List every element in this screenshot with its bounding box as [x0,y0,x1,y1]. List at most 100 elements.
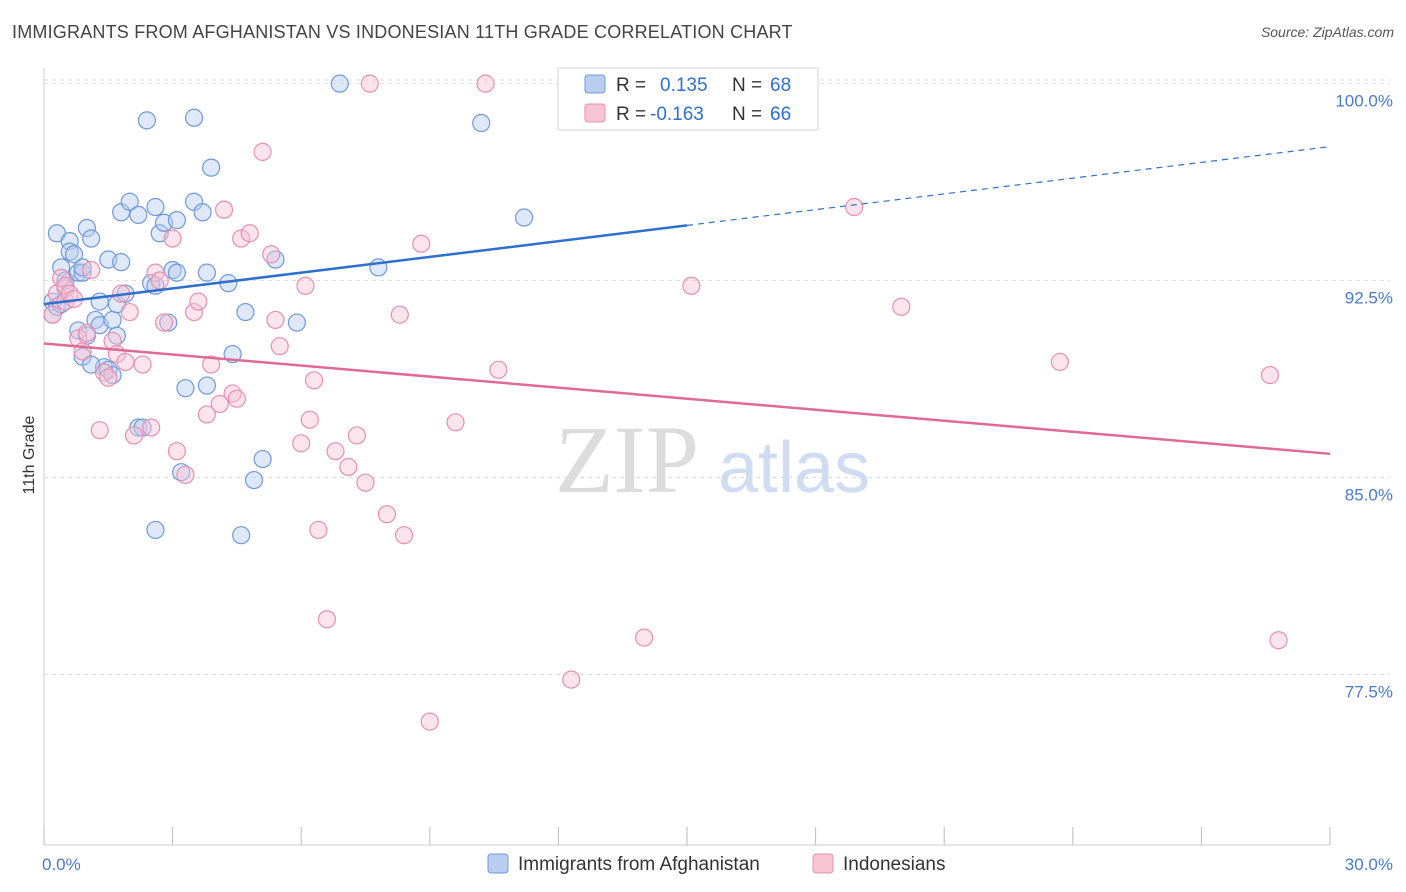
point-indonesians [202,355,221,374]
y-tick-label: 85.0% [1345,485,1393,504]
point-afghanistan [287,313,307,332]
trend-line-indonesians [43,342,1331,456]
point-indonesians [1050,352,1070,372]
grid-layer [44,79,1390,675]
legend-n-value-1: 68 [770,75,791,96]
legend-n-label-2: N = [732,104,762,125]
watermark-atlas: atlas [718,428,870,508]
point-indonesians [214,200,234,219]
point-indonesians [892,297,911,316]
tick-labels: 77.5% 85.0% 92.5% 100.0% 0.0% 30.0% [42,92,1393,874]
source-label: Source: ZipAtlas.com [1260,24,1394,40]
point-indonesians [154,313,174,332]
legend-r-label-2: R = [616,104,646,125]
trend-line-afghanistan-extension [686,146,1331,226]
y-tick-label: 77.5% [1345,682,1393,701]
series-legend: Immigrants from Afghanistan Indonesians [487,853,945,875]
point-indonesians [326,442,345,461]
point-afghanistan [232,526,251,545]
point-afghanistan [146,197,165,217]
legend-n-label-1: N = [732,75,762,96]
axes-layer [43,68,1331,846]
point-indonesians [476,74,495,93]
point-indonesians [420,712,439,731]
point-indonesians [446,413,465,432]
point-indonesians [77,323,96,343]
point-indonesians [1269,631,1288,650]
x-tick-label-min: 0.0% [42,855,81,874]
point-indonesians [176,465,195,484]
point-afghanistan [146,520,165,540]
point-afghanistan [253,449,272,469]
point-indonesians [845,197,864,217]
y-axis-label: 11th Grade [21,415,38,494]
legend-r-value-1: 0.135 [660,75,708,96]
point-afghanistan [330,74,349,93]
point-afghanistan [64,245,84,264]
point-indonesians [339,457,358,477]
trend-line-afghanistan [43,224,688,306]
point-afghanistan [176,379,195,398]
point-indonesians [309,520,328,540]
legend-r-value-2: -0.163 [650,104,704,125]
legend-label-indonesians: Indonesians [843,854,945,875]
point-indonesians [562,670,581,689]
point-indonesians [116,352,135,372]
legend-swatch-blue [584,74,606,94]
point-indonesians [43,305,62,324]
legend-swatch-afghanistan [487,853,509,874]
point-indonesians [133,355,152,374]
point-indonesians [184,302,204,322]
legend-r-label-1: R = [616,75,646,96]
point-afghanistan [515,208,534,227]
y-tick-label: 92.5% [1345,289,1393,308]
point-afghanistan [77,218,96,238]
point-indonesians [150,271,169,290]
point-indonesians [1260,365,1280,385]
point-indonesians [90,421,109,440]
chart-title: IMMIGRANTS FROM AFGHANISTAN VS INDONESIA… [12,22,793,42]
x-tick-label-max: 30.0% [1345,855,1393,874]
point-indonesians [296,276,315,295]
point-indonesians [317,610,337,629]
point-indonesians [360,74,379,93]
point-afghanistan [137,111,156,130]
point-indonesians [394,526,414,545]
point-indonesians [304,371,324,390]
point-afghanistan [244,470,264,490]
point-afghanistan [236,302,255,322]
point-indonesians [292,434,311,453]
point-indonesians [163,229,182,248]
point-afghanistan [129,205,148,224]
point-afghanistan [120,192,139,211]
point-indonesians [167,442,186,461]
point-indonesians [412,234,431,253]
points-layer [43,74,1288,731]
point-indonesians [124,426,144,445]
point-afghanistan [167,211,186,230]
point-indonesians [197,405,216,424]
stats-legend: R = 0.135 N = 68 R = -0.163 N = 66 [557,67,819,131]
point-afghanistan [103,310,122,330]
point-indonesians [232,229,251,248]
point-afghanistan [159,313,178,332]
point-afghanistan [197,376,216,395]
point-afghanistan [112,253,131,272]
y-tick-label: 100.0% [1335,92,1393,111]
point-afghanistan [184,108,204,127]
point-afghanistan [472,113,491,133]
point-indonesians [262,245,281,264]
point-afghanistan [167,263,186,282]
legend-swatch-indonesians [812,853,834,874]
point-indonesians [240,224,259,243]
point-afghanistan [193,203,212,222]
point-indonesians [82,260,101,280]
point-indonesians [356,473,375,492]
point-indonesians [253,142,272,161]
point-indonesians [210,394,229,414]
point-indonesians [377,505,397,524]
point-indonesians [347,426,367,445]
point-indonesians [142,418,161,437]
point-indonesians [227,389,246,408]
point-indonesians [390,305,409,324]
